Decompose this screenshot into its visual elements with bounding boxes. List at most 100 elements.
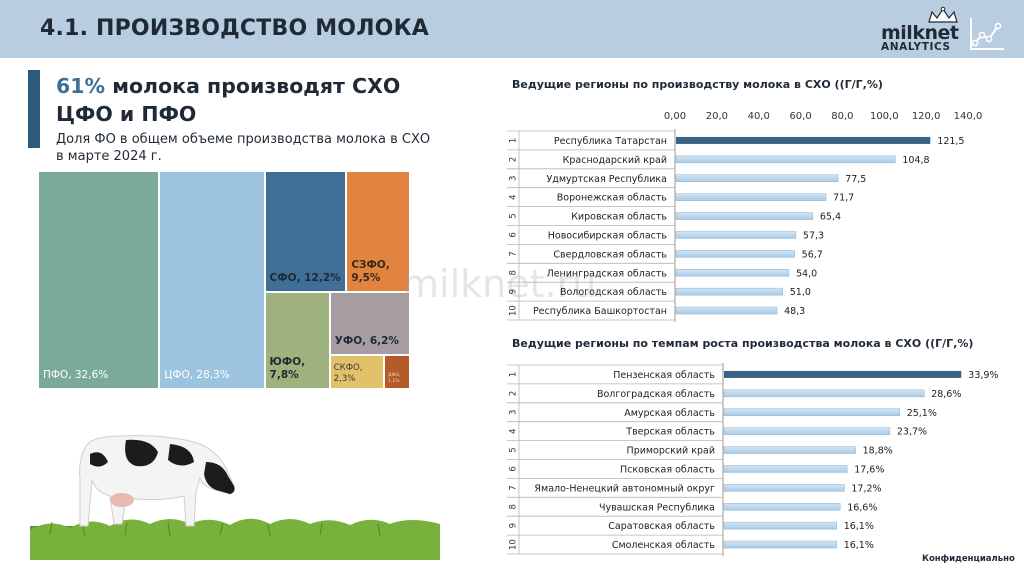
- bar: [676, 136, 931, 144]
- rank-label: 1: [509, 138, 519, 143]
- bar: [675, 250, 795, 258]
- treemap-caption: Доля ФО в общем объеме производства моло…: [56, 132, 431, 164]
- rank-label: 10: [509, 539, 519, 550]
- bar: [675, 193, 827, 201]
- bar: [723, 446, 856, 454]
- tick-label: 140,0: [954, 111, 983, 122]
- treemap-cell: УФО, 6,2%: [329, 291, 410, 355]
- milknet-logo: milknet ANALYTICS: [876, 4, 1016, 56]
- treemap-cell: СЗФО, 9,5%: [346, 171, 410, 292]
- headline-text: молока производят СХО ЦФО и ПФО: [56, 74, 401, 126]
- bar: [675, 212, 814, 220]
- accent-bar: [28, 70, 40, 148]
- tick-label: 20,0: [706, 111, 728, 122]
- category-label: Саратовская область: [608, 521, 715, 532]
- confidential-note: Конфиденциально: [922, 554, 1015, 564]
- treemap-label: ЮФО, 7,8%: [269, 355, 306, 381]
- treemap-label: ДФО, 1,1%: [388, 372, 401, 384]
- treemap-chart: ПФО, 32,6% ЦФО, 28,3% СФО, 12,2% СЗФО, 9,5%…: [38, 171, 410, 389]
- bar: [723, 540, 837, 549]
- tick-label: 60,0: [789, 111, 811, 122]
- category-label: Кировская область: [571, 212, 667, 223]
- treemap-cell: ПФО, 32,6%: [38, 171, 160, 389]
- category-label: Республика Татарстан: [554, 136, 667, 147]
- rank-label: 7: [509, 251, 519, 256]
- production-chart-title: Ведущие регионы по производству молока в…: [512, 78, 883, 91]
- treemap-cell: СКФО, 2,3%: [329, 354, 385, 389]
- treemap-cell: ДФО, 1,1%: [384, 354, 410, 389]
- rank-label: 10: [509, 305, 519, 316]
- category-label: Удмуртская Республика: [546, 174, 667, 185]
- value-label: 16,1%: [844, 540, 874, 551]
- category-label: Республика Башкортостан: [533, 306, 667, 317]
- category-label: Чувашская Республика: [599, 502, 715, 513]
- rank-label: 5: [509, 213, 519, 218]
- rank-label: 2: [509, 157, 519, 162]
- treemap-cell: ЦФО, 28,3%: [159, 171, 265, 389]
- value-label: 71,7: [833, 193, 854, 204]
- value-label: 54,0: [796, 268, 817, 279]
- growth-bar-chart: 1 Пензенская область 33,9% 2 Волгоградская о…: [507, 363, 998, 556]
- rank-label: 5: [509, 447, 519, 452]
- growth-chart-title: Ведущие регионы по темпам роста производ…: [512, 337, 974, 350]
- bar: [724, 370, 962, 378]
- rank-label: 6: [509, 232, 519, 237]
- value-label: 16,1%: [844, 521, 874, 532]
- cow-illustration: [30, 435, 440, 560]
- value-label: 17,6%: [854, 464, 884, 475]
- category-label: Волгоградская область: [597, 389, 715, 400]
- value-label: 51,0: [790, 287, 811, 298]
- category-label: Вологодская область: [560, 287, 667, 298]
- rank-label: 9: [509, 523, 519, 528]
- rank-label: 1: [509, 372, 519, 377]
- bar: [675, 269, 790, 277]
- treemap-cell: СФО, 12,2%: [264, 171, 347, 292]
- value-label: 33,9%: [968, 370, 998, 381]
- rank-label: 8: [509, 270, 519, 275]
- bar: [723, 503, 841, 511]
- tick-label: 80,0: [831, 111, 853, 122]
- treemap-label: СКФО, 2,3%: [333, 362, 363, 384]
- bar: [723, 408, 900, 416]
- category-label: Ямало-Ненецкий автономный округ: [534, 483, 715, 494]
- value-label: 23,7%: [897, 427, 927, 438]
- category-label: Приморский край: [627, 446, 715, 457]
- rank-label: 2: [509, 391, 519, 396]
- header-bar: [0, 0, 1024, 58]
- bar: [675, 287, 783, 296]
- rank-label: 7: [509, 485, 519, 490]
- headline: 61% молока производят СХО ЦФО и ПФО: [56, 72, 456, 128]
- rank-label: 4: [509, 194, 519, 199]
- rank-label: 9: [509, 289, 519, 294]
- tick-label: 120,0: [912, 111, 941, 122]
- value-label: 56,7: [802, 249, 823, 260]
- category-label: Смоленская область: [612, 540, 716, 551]
- logo-word: milknet: [881, 22, 959, 44]
- category-label: Псковская область: [620, 464, 715, 475]
- bar: [723, 389, 925, 398]
- value-label: 18,8%: [863, 446, 893, 457]
- treemap-cell: ЮФО, 7,8%: [264, 291, 330, 389]
- headline-percent: 61%: [56, 74, 106, 98]
- bar: [675, 306, 778, 315]
- treemap-label: СФО, 12,2%: [269, 271, 341, 284]
- production-bar-chart: 0,00 20,0 40,0 60,0 80,0 100,0 120,0 140,0 1 Респ…: [507, 111, 983, 322]
- category-label: Воронежская область: [557, 193, 668, 204]
- rank-label: 4: [509, 428, 519, 433]
- bar: [675, 231, 797, 239]
- treemap-label: ЦФО, 28,3%: [164, 369, 230, 381]
- category-label: Тверская область: [625, 427, 715, 438]
- value-label: 65,4: [820, 212, 841, 223]
- tick-label: 100,0: [870, 111, 899, 122]
- treemap-label: ПФО, 32,6%: [43, 369, 109, 381]
- value-label: 48,3: [784, 306, 805, 317]
- bar: [723, 484, 845, 492]
- rank-label: 3: [509, 410, 519, 415]
- bar: [675, 155, 896, 164]
- category-label: Новосибирская область: [548, 230, 668, 241]
- line-chart-icon: [970, 18, 1004, 50]
- bar: [723, 427, 891, 435]
- value-label: 57,3: [803, 230, 824, 241]
- tick-label: 0,00: [664, 111, 686, 122]
- tick-label: 40,0: [748, 111, 770, 122]
